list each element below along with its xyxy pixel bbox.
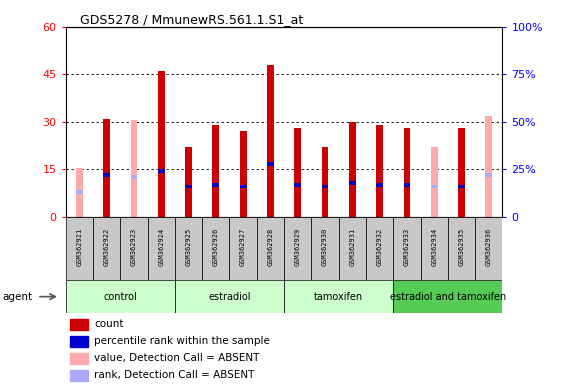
Bar	[448, 217, 475, 280]
Text: control: control	[103, 291, 137, 302]
Text: GSM362929: GSM362929	[295, 228, 301, 266]
Bar	[376, 125, 383, 217]
Bar	[70, 353, 87, 364]
Text: GSM362933: GSM362933	[404, 228, 410, 266]
Bar	[103, 119, 110, 217]
Bar	[393, 217, 421, 280]
Bar	[147, 217, 175, 280]
Bar	[202, 217, 230, 280]
Bar	[103, 173, 110, 177]
Text: GSM362923: GSM362923	[131, 228, 137, 266]
Bar	[294, 183, 301, 187]
Bar	[240, 185, 247, 189]
Bar	[404, 183, 411, 187]
Text: GSM362934: GSM362934	[431, 228, 437, 266]
Text: rank, Detection Call = ABSENT: rank, Detection Call = ABSENT	[94, 371, 255, 381]
Bar	[185, 147, 192, 217]
Bar	[120, 217, 147, 280]
Bar	[485, 173, 492, 177]
Text: GSM362925: GSM362925	[186, 228, 191, 266]
Bar	[475, 217, 502, 280]
Bar	[240, 131, 247, 217]
Bar	[485, 116, 492, 217]
Bar	[76, 190, 83, 194]
Bar	[431, 185, 437, 189]
Bar	[321, 185, 328, 189]
Bar	[284, 280, 393, 313]
Text: GSM362936: GSM362936	[486, 228, 492, 266]
Text: percentile rank within the sample: percentile rank within the sample	[94, 336, 270, 346]
Bar	[267, 162, 274, 166]
Bar	[311, 217, 339, 280]
Bar	[175, 280, 284, 313]
Text: GSM362931: GSM362931	[349, 228, 355, 266]
Bar	[349, 122, 356, 217]
Bar	[376, 183, 383, 187]
Text: GSM362921: GSM362921	[77, 228, 82, 266]
Text: GSM362924: GSM362924	[158, 228, 164, 266]
Text: agent: agent	[3, 291, 33, 302]
Bar	[131, 120, 138, 217]
Bar	[158, 71, 164, 217]
Bar	[294, 128, 301, 217]
Text: estradiol and tamoxifen: estradiol and tamoxifen	[390, 291, 506, 302]
Bar	[76, 168, 83, 217]
Bar	[66, 280, 175, 313]
Text: GSM362930: GSM362930	[322, 228, 328, 266]
Bar	[212, 125, 219, 217]
Bar	[230, 217, 257, 280]
Text: tamoxifen: tamoxifen	[314, 291, 363, 302]
Bar	[175, 217, 202, 280]
Text: GDS5278 / MmunewRS.561.1.S1_at: GDS5278 / MmunewRS.561.1.S1_at	[80, 13, 303, 26]
Bar	[284, 217, 311, 280]
Bar	[185, 185, 192, 189]
Text: GSM362935: GSM362935	[459, 228, 465, 266]
Bar	[93, 217, 120, 280]
Bar	[349, 181, 356, 185]
Bar	[458, 128, 465, 217]
Text: count: count	[94, 319, 123, 329]
Bar	[66, 217, 93, 280]
Bar	[393, 280, 502, 313]
Text: GSM362932: GSM362932	[377, 228, 383, 266]
Text: GSM362922: GSM362922	[103, 228, 110, 266]
Text: GSM362926: GSM362926	[213, 228, 219, 266]
Bar	[212, 183, 219, 187]
Bar	[70, 319, 87, 330]
Bar	[158, 169, 164, 173]
Bar	[321, 147, 328, 217]
Bar	[267, 65, 274, 217]
Bar	[70, 370, 87, 381]
Bar	[421, 217, 448, 280]
Bar	[431, 147, 437, 217]
Bar	[404, 128, 411, 217]
Text: estradiol: estradiol	[208, 291, 251, 302]
Bar	[458, 185, 465, 189]
Bar	[70, 336, 87, 347]
Bar	[131, 175, 138, 179]
Text: GSM362927: GSM362927	[240, 228, 246, 266]
Bar	[339, 217, 366, 280]
Bar	[366, 217, 393, 280]
Text: GSM362928: GSM362928	[267, 228, 274, 266]
Bar	[257, 217, 284, 280]
Text: value, Detection Call = ABSENT: value, Detection Call = ABSENT	[94, 353, 259, 363]
